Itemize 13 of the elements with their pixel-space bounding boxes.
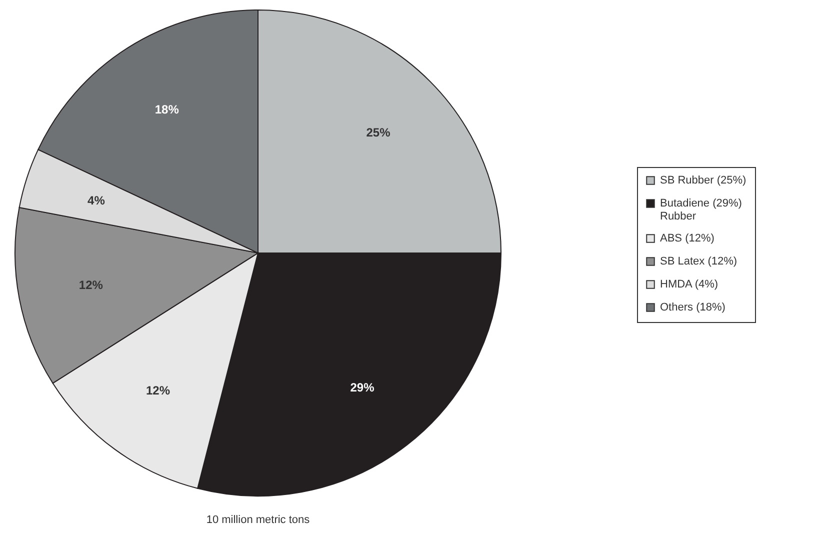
text: 10 million metric tons — [206, 514, 310, 526]
data-label: 12% — [78, 278, 104, 292]
legend-label: Butadiene (29%) Rubber — [660, 198, 742, 222]
legend-label: Others (18%) — [660, 302, 726, 314]
data-label: 4% — [88, 193, 106, 208]
legend-label: HMDA (4%) — [660, 278, 718, 290]
data-label: 29% — [350, 380, 375, 394]
data-label: 12% — [146, 384, 170, 398]
legend-label: ABS (12%) — [660, 232, 714, 244]
legend-label: SB Rubber (25%) — [660, 174, 746, 186]
legend-label: SB Latex (12%) — [660, 256, 738, 268]
data-label: 25% — [366, 126, 391, 140]
data-label: 18% — [154, 102, 180, 116]
